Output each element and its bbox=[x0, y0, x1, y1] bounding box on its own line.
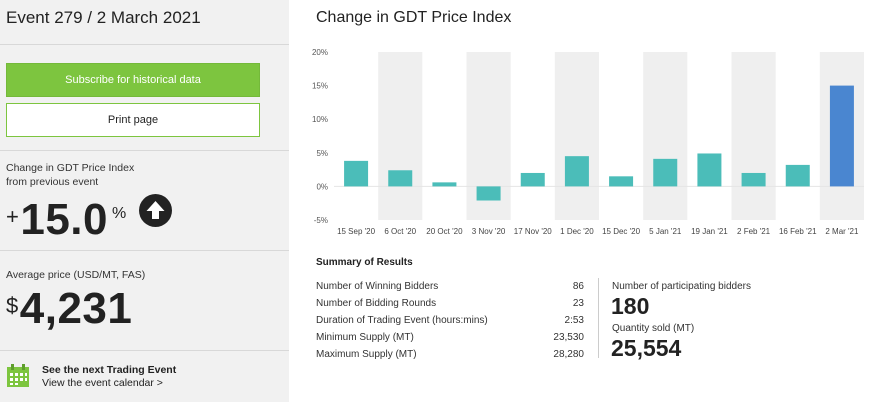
summary-row-value: 2:53 bbox=[564, 315, 584, 326]
bidders-value: 180 bbox=[611, 293, 650, 319]
x-tick-label: 20 Oct '20 bbox=[426, 227, 463, 236]
chart-bar[interactable] bbox=[520, 172, 545, 187]
summary-row-value: 23,530 bbox=[553, 332, 584, 343]
chart-bar[interactable] bbox=[697, 153, 722, 187]
x-tick-label: 1 Dec '20 bbox=[560, 227, 594, 236]
summary-title: Summary of Results bbox=[316, 257, 413, 268]
x-tick-label: 15 Sep '20 bbox=[337, 227, 376, 236]
summary-row-label: Number of Winning Bidders bbox=[316, 281, 439, 292]
chart-title: Change in GDT Price Index bbox=[316, 9, 512, 26]
x-tick-label: 2 Mar '21 bbox=[825, 227, 859, 236]
price-index-chart: 20% 15% 10% 5% 0% -5% 15 Sep '20 6 Oct '20 20 Oc… bbox=[312, 48, 864, 236]
summary-row-label: Maximum Supply (MT) bbox=[316, 349, 417, 360]
quantity-value: 25,554 bbox=[611, 335, 682, 361]
subscribe-button[interactable]: Subscribe for historical data bbox=[6, 63, 260, 97]
chart-band bbox=[554, 52, 599, 220]
change-sign: + bbox=[6, 204, 20, 229]
x-tick-label: 6 Oct '20 bbox=[384, 227, 416, 236]
y-tick-label: 10% bbox=[312, 115, 328, 124]
chart-bar[interactable] bbox=[829, 85, 854, 187]
change-unit: % bbox=[112, 205, 127, 222]
x-tick-label: 17 Nov '20 bbox=[514, 227, 553, 236]
chart-bar[interactable] bbox=[785, 164, 810, 187]
divider bbox=[0, 250, 289, 251]
event-calendar-link[interactable]: View the event calendar > bbox=[42, 377, 163, 389]
summary-row-value: 28,280 bbox=[553, 349, 584, 360]
avg-price-value: $4,231 bbox=[6, 284, 132, 331]
summary-row-label: Number of Bidding Rounds bbox=[316, 298, 437, 309]
chart-bar[interactable] bbox=[388, 170, 413, 187]
x-tick-label: 3 Nov '20 bbox=[472, 227, 506, 236]
change-value: +15.0% bbox=[6, 192, 127, 242]
summary-row-label: Duration of Trading Event (hours:mins) bbox=[316, 315, 488, 326]
chart-band bbox=[643, 52, 688, 220]
chart-bar[interactable] bbox=[432, 182, 457, 187]
chart-band bbox=[378, 52, 423, 220]
sidebar: Event 279 / 2 March 2021 Subscribe for h… bbox=[0, 0, 289, 402]
bidders-label: Number of participating bidders bbox=[612, 281, 751, 292]
chart-bar[interactable] bbox=[653, 158, 678, 187]
currency-symbol: $ bbox=[6, 293, 19, 318]
print-button[interactable]: Print page bbox=[6, 103, 260, 137]
summary-row-value: 86 bbox=[572, 281, 584, 292]
calendar-icon bbox=[6, 364, 30, 388]
chart-band bbox=[731, 52, 776, 220]
summary-row-label: Minimum Supply (MT) bbox=[316, 332, 414, 343]
y-tick-label: 5% bbox=[316, 149, 328, 158]
summary-row-value: 23 bbox=[572, 298, 584, 309]
change-label: Change in GDT Price Index bbox=[6, 162, 135, 174]
y-tick-label: -5% bbox=[314, 216, 328, 225]
y-tick-label: 15% bbox=[312, 82, 328, 91]
event-title: Event 279 / 2 March 2021 bbox=[6, 8, 201, 27]
avg-price-label: Average price (USD/MT, FAS) bbox=[6, 269, 146, 281]
y-tick-label: 20% bbox=[312, 48, 328, 57]
change-number: 15.0 bbox=[20, 195, 108, 244]
chart-bar[interactable] bbox=[564, 156, 589, 187]
divider bbox=[0, 150, 289, 151]
chart-bar[interactable] bbox=[609, 176, 634, 187]
x-tick-label: 15 Dec '20 bbox=[602, 227, 641, 236]
next-event-title: See the next Trading Event bbox=[42, 364, 177, 376]
x-tick-label: 16 Feb '21 bbox=[779, 227, 817, 236]
chart-bar[interactable] bbox=[741, 172, 766, 187]
chart-bar[interactable] bbox=[476, 186, 501, 201]
divider bbox=[0, 44, 289, 45]
x-tick-label: 5 Jan '21 bbox=[649, 227, 682, 236]
avg-price-number: 4,231 bbox=[19, 284, 133, 333]
divider bbox=[0, 350, 289, 351]
chart-bar[interactable] bbox=[344, 160, 369, 187]
change-label-sub: from previous event bbox=[6, 176, 99, 188]
x-tick-label: 19 Jan '21 bbox=[691, 227, 728, 236]
summary-divider bbox=[598, 278, 599, 358]
y-tick-label: 0% bbox=[316, 182, 328, 191]
arrow-up-icon bbox=[139, 194, 172, 227]
x-tick-label: 2 Feb '21 bbox=[737, 227, 771, 236]
quantity-label: Quantity sold (MT) bbox=[612, 323, 695, 334]
